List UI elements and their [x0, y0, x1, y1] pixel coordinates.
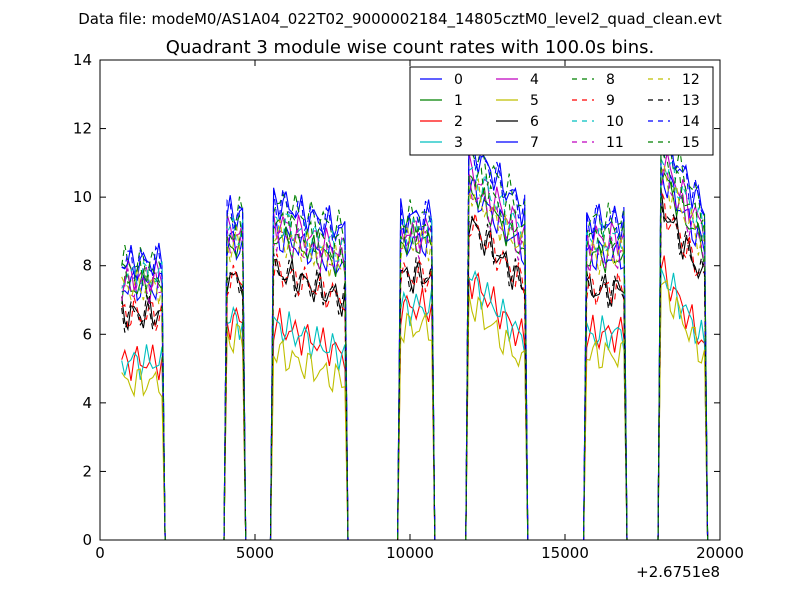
- x-tick-label: 15000: [541, 544, 589, 562]
- y-tick-label: 0: [82, 531, 92, 549]
- series-line-14: [121, 129, 709, 541]
- x-tick-label: 0: [95, 544, 105, 562]
- legend-box: [409, 66, 714, 156]
- series-line-6: [121, 188, 709, 541]
- series-line-5: [121, 279, 709, 541]
- legend-label-12: 12: [682, 72, 700, 88]
- series-line-9: [121, 189, 709, 541]
- legend-label-13: 13: [682, 93, 700, 109]
- legend-label-10: 10: [606, 114, 624, 130]
- x-tick-label: 10000: [386, 544, 434, 562]
- series-line-2: [121, 255, 709, 541]
- y-tick-label: 2: [82, 462, 92, 480]
- legend-label-5: 5: [530, 93, 539, 109]
- legend-label-1: 1: [454, 93, 463, 109]
- legend-label-4: 4: [530, 72, 539, 88]
- y-tick-label: 6: [82, 325, 92, 343]
- legend-label-9: 9: [606, 93, 615, 109]
- legend-label-14: 14: [682, 114, 700, 130]
- y-tick-label: 12: [73, 120, 92, 138]
- legend-label-3: 3: [454, 135, 463, 151]
- series-line-12: [121, 163, 709, 541]
- x-tick-label: 5000: [236, 544, 274, 562]
- y-tick-label: 10: [73, 188, 92, 206]
- legend-label-8: 8: [606, 72, 615, 88]
- chart-title: Quadrant 3 module wise count rates with …: [166, 37, 655, 58]
- series-line-3: [121, 268, 709, 541]
- y-tick-label: 8: [82, 257, 92, 275]
- legend-label-11: 11: [606, 135, 624, 151]
- series-line-15: [121, 148, 709, 541]
- series-line-13: [121, 202, 709, 541]
- series-line-4: [121, 151, 709, 541]
- figure-suptitle: Data file: modeM0/AS1A04_022T02_90000021…: [78, 10, 722, 29]
- y-tick-label: 4: [82, 394, 92, 412]
- legend-label-0: 0: [454, 72, 463, 88]
- series-line-10: [121, 158, 709, 541]
- legend-label-2: 2: [454, 114, 463, 130]
- y-tick-label: 14: [73, 51, 92, 69]
- legend-label-6: 6: [530, 114, 539, 130]
- legend-label-7: 7: [530, 135, 539, 151]
- x-tick-label: 20000: [696, 544, 744, 562]
- x-offset-label: +2.6751e8: [636, 563, 720, 581]
- legend-label-15: 15: [682, 135, 700, 151]
- series-layer: [121, 129, 709, 541]
- series-line-11: [121, 168, 709, 541]
